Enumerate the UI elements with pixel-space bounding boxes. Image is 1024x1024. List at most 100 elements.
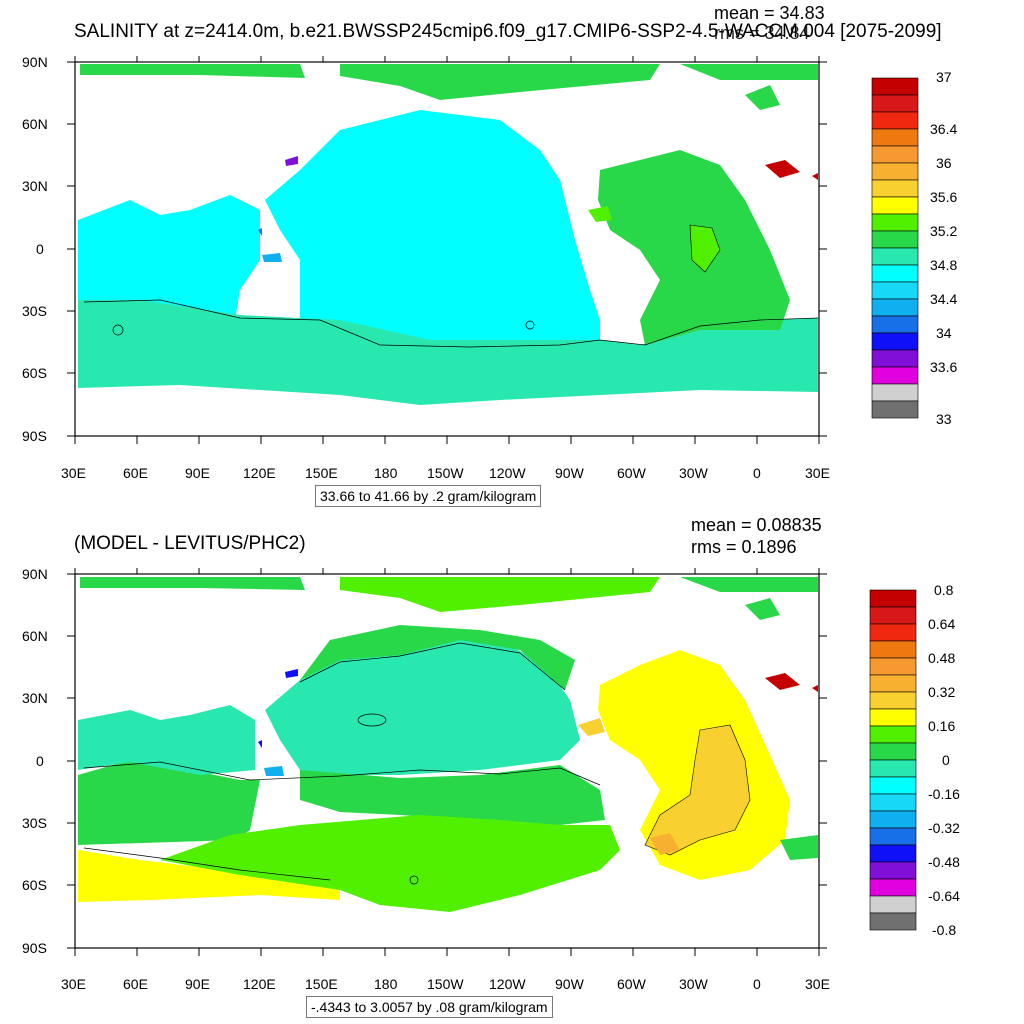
lon-label: 90W (555, 465, 584, 481)
colorbar-swatch (869, 844, 917, 863)
colorbar-swatch (869, 793, 917, 812)
colorbar-swatch (871, 349, 919, 368)
lon-label: 90E (185, 976, 210, 992)
lat-label: 30S (22, 303, 47, 319)
panel-2-colorbar (869, 589, 917, 931)
colorbar-swatch (871, 366, 919, 385)
lat-label: 60S (22, 365, 47, 381)
colorbar-label: 36 (936, 155, 952, 171)
colorbar-label: 0 (942, 752, 950, 768)
colorbar-swatch (869, 725, 917, 744)
colorbar-label: 34.8 (930, 257, 958, 273)
panel-2-rms: rms = 0.1896 (691, 537, 797, 557)
lon-label: 150W (427, 465, 464, 481)
colorbar-swatch (871, 128, 919, 147)
lon-label: 30E (61, 976, 86, 992)
lat-label: 90N (22, 566, 48, 582)
colorbar-swatch (871, 400, 919, 419)
lat-label: 90S (22, 940, 47, 956)
lon-label: 120E (243, 976, 276, 992)
lon-label: 120W (489, 976, 526, 992)
colorbar-swatch (869, 895, 917, 914)
colorbar-swatch (871, 179, 919, 198)
lon-label: 150E (305, 976, 338, 992)
colorbar-swatch (871, 247, 919, 266)
colorbar-label: -0.16 (928, 786, 960, 802)
colorbar-swatch (869, 776, 917, 795)
lat-label: 60N (22, 628, 48, 644)
lon-label: 0 (753, 465, 761, 481)
panel-2-mean: mean = 0.08835 (691, 515, 822, 535)
colorbar-swatch (869, 589, 917, 608)
lon-label: 30E (61, 465, 86, 481)
lon-label: 60E (123, 465, 148, 481)
lon-label: 30W (679, 976, 708, 992)
lon-label: 60E (123, 976, 148, 992)
colorbar-label: -0.32 (928, 820, 960, 836)
colorbar-label: 0.8 (934, 582, 954, 598)
colorbar-swatch (869, 810, 917, 829)
colorbar-label: 0.48 (928, 650, 956, 666)
colorbar-swatch (871, 281, 919, 300)
panel-2-frame (74, 573, 820, 949)
colorbar-swatch (871, 77, 919, 96)
colorbar-swatch (871, 264, 919, 283)
colorbar-swatch (871, 111, 919, 130)
lat-label: 60S (22, 877, 47, 893)
lon-label: 120E (243, 465, 276, 481)
panel-1-title: SALINITY at z=2414.0m, b.e21.BWSSP245cmi… (74, 21, 942, 42)
panel-1-colorbar (871, 77, 919, 419)
colorbar-label: 0.64 (928, 616, 956, 632)
panel-1-ocean (78, 64, 819, 405)
lon-label: 0 (753, 976, 761, 992)
lon-label: 150W (427, 976, 464, 992)
colorbar-swatch (869, 640, 917, 659)
colorbar-swatch (871, 94, 919, 113)
lat-label: 90N (22, 54, 48, 70)
colorbar-swatch (869, 878, 917, 897)
lon-label: 120W (489, 465, 526, 481)
panel-1-rms: rms = 34.84 (714, 23, 810, 43)
colorbar-swatch (869, 623, 917, 642)
colorbar-label: -0.48 (928, 854, 960, 870)
colorbar-swatch (871, 315, 919, 334)
colorbar-swatch (871, 383, 919, 402)
colorbar-label: 34 (936, 325, 952, 341)
colorbar-swatch (871, 230, 919, 249)
lat-label: 90S (22, 428, 47, 444)
lon-label: 30W (679, 465, 708, 481)
panel-2-range-label: -.4343 to 3.0057 by .08 gram/kilogram (306, 996, 553, 1018)
colorbar-swatch (869, 674, 917, 693)
lon-label: 90E (185, 465, 210, 481)
colorbar-label: 33 (936, 411, 952, 427)
panel-1-frame (74, 61, 820, 437)
colorbar-label: 35.6 (930, 189, 958, 205)
colorbar-swatch (869, 827, 917, 846)
lon-label: 180 (374, 465, 398, 481)
lon-label: 30E (805, 976, 830, 992)
lon-label: 60W (617, 976, 646, 992)
lat-label: 60N (22, 116, 48, 132)
colorbar-swatch (869, 759, 917, 778)
colorbar-label: 36.4 (930, 121, 958, 137)
panel-1-range-label: 33.66 to 41.66 by .2 gram/kilogram (315, 485, 542, 507)
colorbar-label: 34.4 (930, 291, 958, 307)
colorbar-label: 0.32 (928, 684, 956, 700)
panel-2-title: (MODEL - LEVITUS/PHC2) (74, 533, 306, 554)
colorbar-swatch (869, 912, 917, 931)
lon-label: 90W (555, 976, 584, 992)
colorbar-swatch (869, 742, 917, 761)
colorbar-swatch (871, 298, 919, 317)
colorbar-swatch (871, 332, 919, 351)
colorbar-label: 0.16 (928, 718, 956, 734)
colorbar-swatch (869, 657, 917, 676)
lat-label: 30N (22, 178, 48, 194)
lat-label: 0 (36, 241, 44, 257)
colorbar-label: 33.6 (930, 359, 958, 375)
lon-label: 60W (617, 465, 646, 481)
colorbar-swatch (869, 708, 917, 727)
lat-label: 30N (22, 690, 48, 706)
colorbar-swatch (869, 861, 917, 880)
